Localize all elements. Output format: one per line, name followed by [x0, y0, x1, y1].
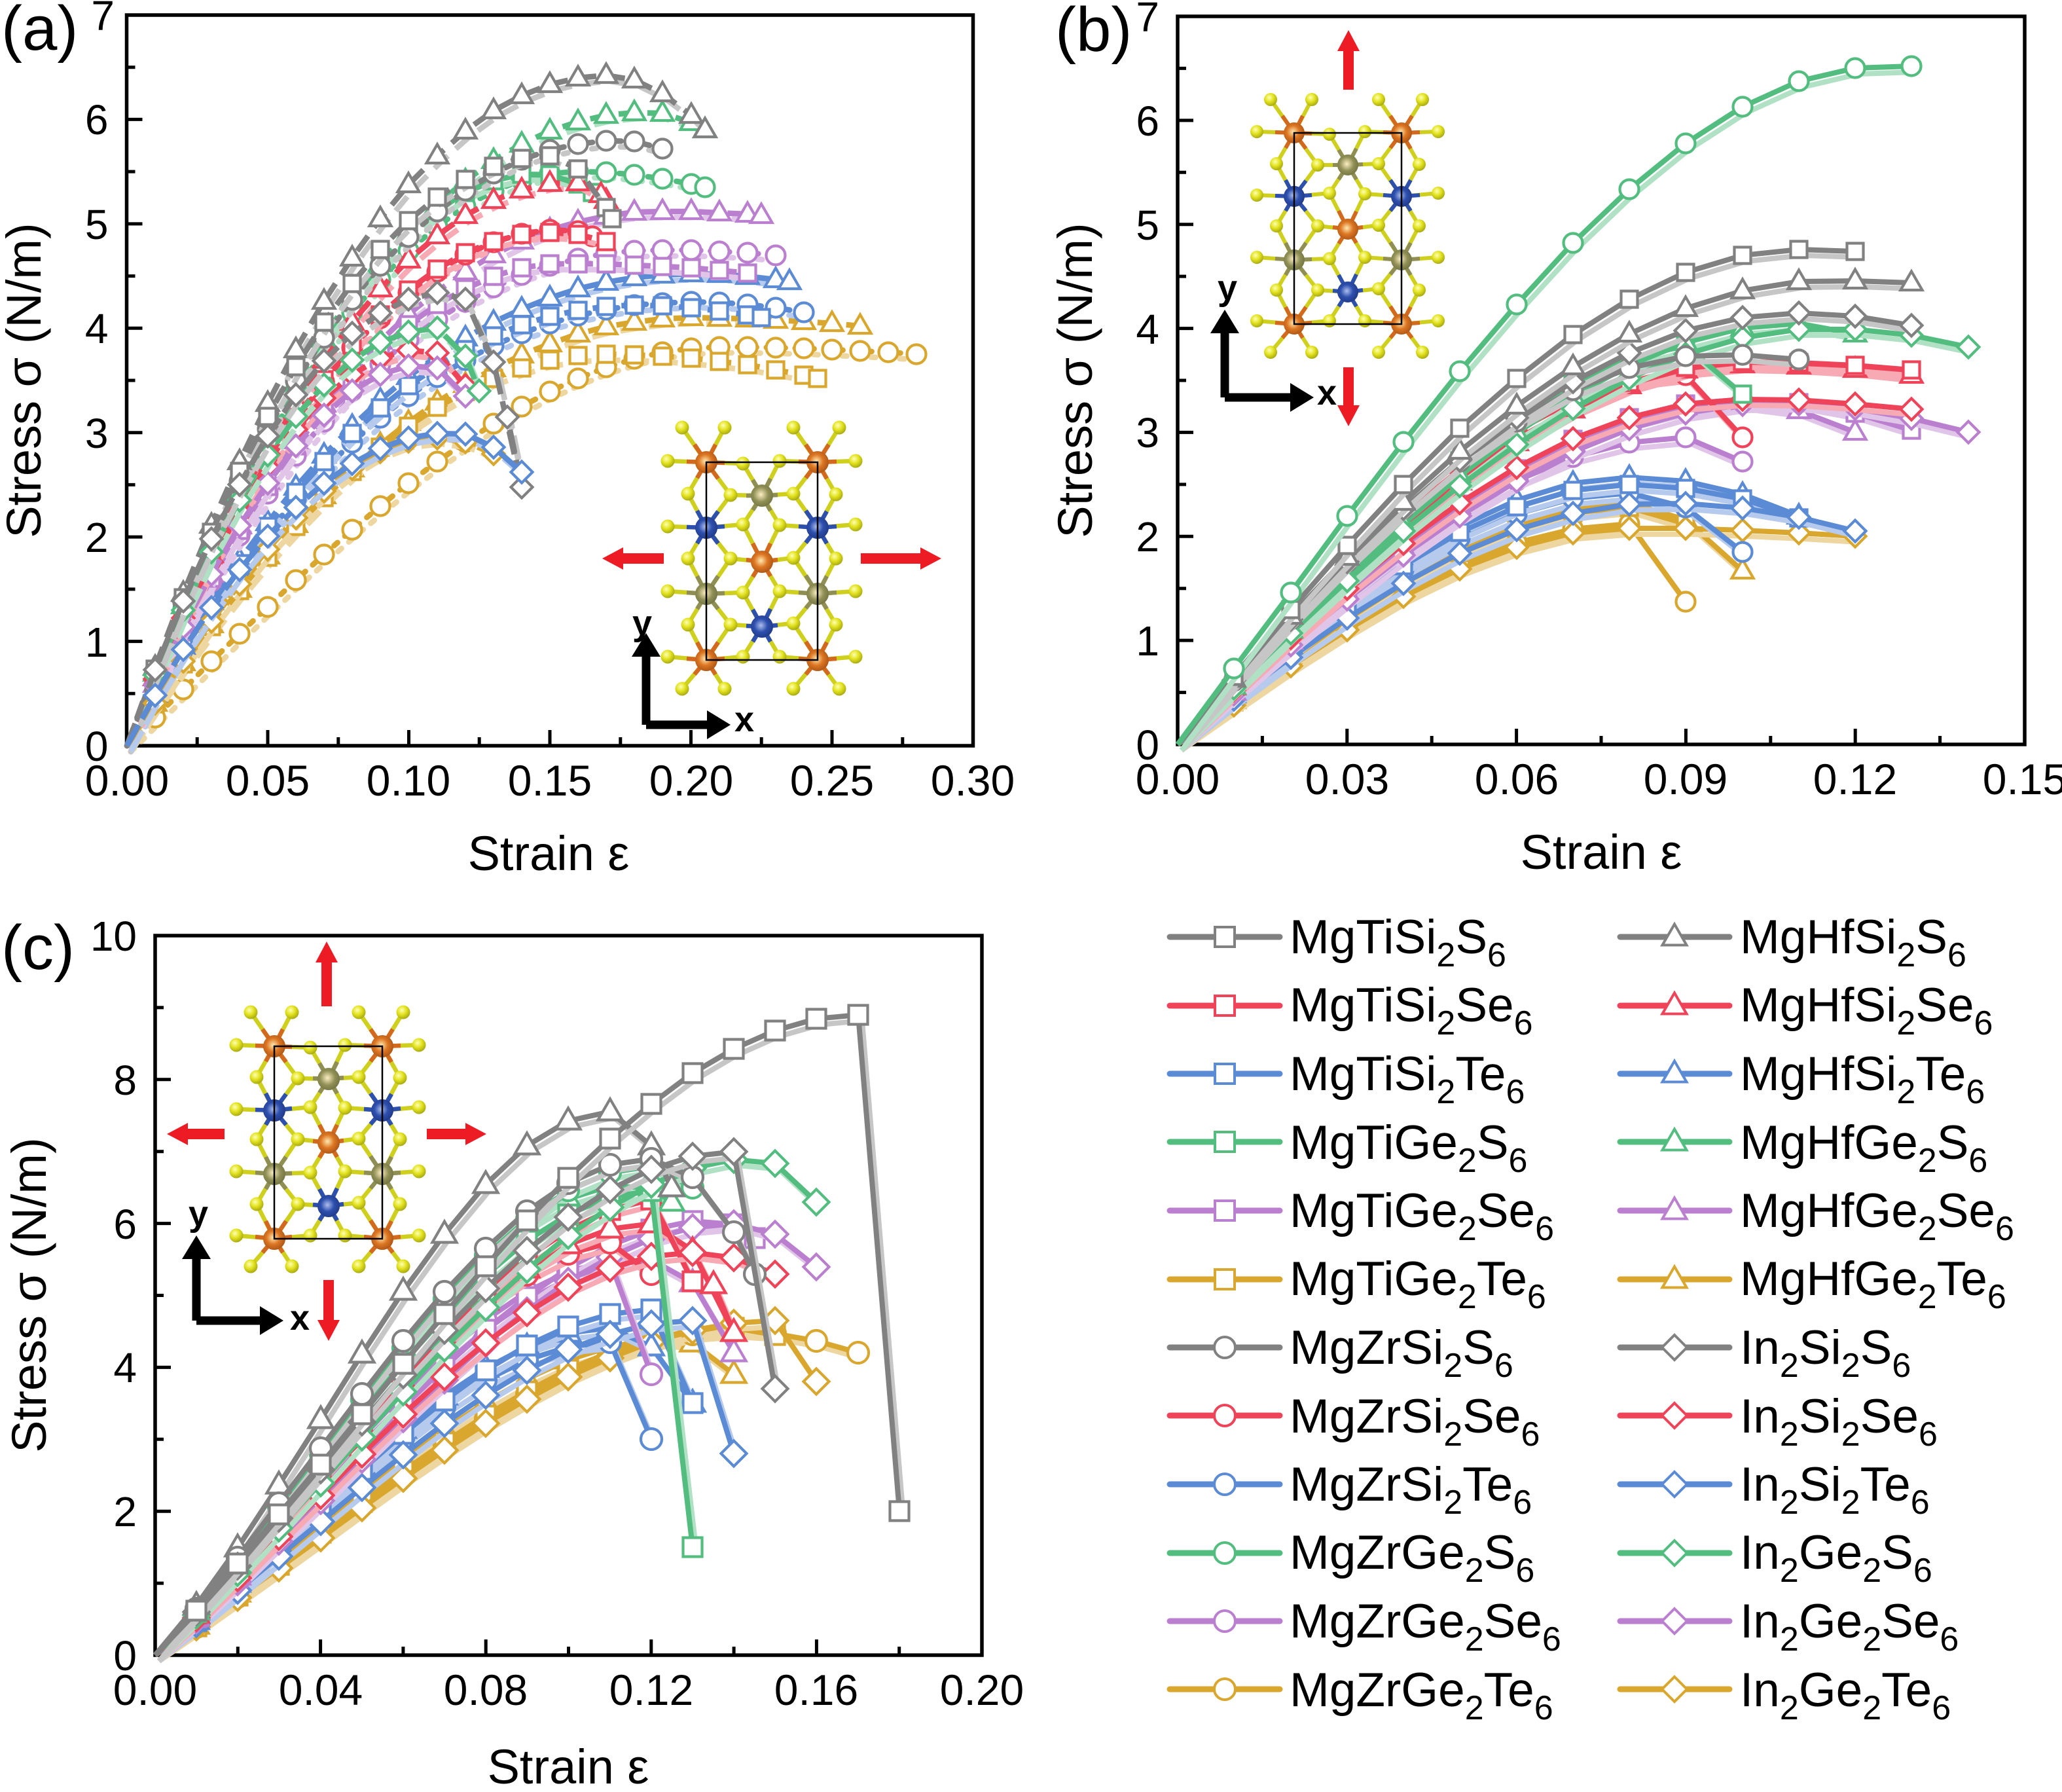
svg-text:(b): (b)	[1055, 0, 1132, 65]
svg-text:0: 0	[85, 723, 109, 770]
svg-text:0.10: 0.10	[367, 756, 450, 805]
svg-text:0.30: 0.30	[931, 756, 1015, 805]
svg-text:1: 1	[1136, 617, 1159, 665]
svg-text:MgZrGe2Se6: MgZrGe2Se6	[1290, 1595, 1561, 1658]
svg-text:MgTiGe2S6: MgTiGe2S6	[1290, 1116, 1527, 1180]
svg-text:MgHfSi2Te6: MgHfSi2Te6	[1740, 1048, 1985, 1111]
svg-text:2: 2	[85, 514, 109, 561]
svg-text:0.12: 0.12	[1813, 755, 1897, 803]
svg-text:5: 5	[85, 201, 109, 248]
svg-text:MgTiSi2Te6: MgTiSi2Te6	[1290, 1048, 1525, 1111]
svg-text:4: 4	[113, 1344, 137, 1391]
svg-text:y: y	[1218, 268, 1237, 308]
svg-text:MgZrSi2Te6: MgZrSi2Te6	[1290, 1458, 1532, 1522]
svg-text:8: 8	[113, 1057, 137, 1104]
svg-text:0: 0	[1136, 722, 1159, 769]
svg-text:4: 4	[85, 305, 109, 352]
svg-text:10: 10	[90, 913, 137, 960]
svg-text:x: x	[290, 1298, 310, 1338]
svg-text:x: x	[1317, 373, 1337, 412]
svg-text:0.00: 0.00	[85, 756, 169, 805]
svg-text:0.00: 0.00	[113, 1666, 197, 1714]
svg-text:3: 3	[85, 410, 109, 457]
svg-text:0.20: 0.20	[649, 756, 733, 805]
svg-text:6: 6	[113, 1201, 137, 1248]
svg-text:Stress σ (N/m): Stress σ (N/m)	[1048, 223, 1102, 538]
svg-text:1: 1	[85, 619, 109, 666]
svg-text:Strain ε: Strain ε	[488, 1740, 649, 1789]
svg-text:0.08: 0.08	[444, 1666, 528, 1714]
svg-text:0.25: 0.25	[790, 756, 874, 805]
svg-text:2: 2	[1136, 513, 1159, 560]
svg-text:MgTiSi2Se6: MgTiSi2Se6	[1290, 979, 1533, 1042]
svg-text:In2Si2S6: In2Si2S6	[1740, 1321, 1911, 1385]
svg-text:5: 5	[1136, 202, 1159, 249]
svg-text:In2Ge2Te6: In2Ge2Te6	[1740, 1664, 1951, 1727]
svg-text:3: 3	[1136, 409, 1159, 456]
svg-text:x: x	[734, 700, 754, 739]
svg-text:y: y	[632, 604, 652, 643]
svg-text:MgZrGe2Te6: MgZrGe2Te6	[1290, 1664, 1553, 1727]
svg-text:MgHfSi2Se6: MgHfSi2Se6	[1740, 979, 1993, 1042]
svg-text:0.00: 0.00	[1136, 755, 1220, 803]
svg-text:MgHfGe2Te6: MgHfGe2Te6	[1740, 1253, 2006, 1316]
svg-text:MgZrSi2S6: MgZrSi2S6	[1290, 1321, 1513, 1385]
svg-text:MgZrGe2S6: MgZrGe2S6	[1290, 1526, 1534, 1590]
svg-text:Stress σ (N/m): Stress σ (N/m)	[2, 1137, 56, 1452]
svg-text:0.05: 0.05	[226, 756, 310, 805]
svg-text:MgTiGe2Se6: MgTiGe2Se6	[1290, 1184, 1554, 1248]
svg-text:MgHfSi2S6: MgHfSi2S6	[1740, 911, 1966, 974]
svg-text:In2Si2Se6: In2Si2Se6	[1740, 1390, 1938, 1454]
svg-text:y: y	[189, 1194, 208, 1234]
svg-text:6: 6	[1136, 98, 1159, 145]
svg-text:0.15: 0.15	[1983, 755, 2062, 803]
svg-text:2: 2	[113, 1488, 137, 1535]
svg-text:Strain ε: Strain ε	[1521, 825, 1682, 879]
svg-text:4: 4	[1136, 306, 1159, 353]
svg-text:In2Si2Te6: In2Si2Te6	[1740, 1458, 1930, 1522]
svg-text:0.15: 0.15	[508, 756, 592, 805]
svg-text:0.12: 0.12	[609, 1666, 693, 1714]
svg-text:MgHfGe2S6: MgHfGe2S6	[1740, 1116, 1987, 1180]
svg-text:Strain ε: Strain ε	[468, 826, 630, 881]
svg-text:In2Ge2S6: In2Ge2S6	[1740, 1526, 1932, 1590]
svg-text:(a): (a)	[1, 0, 78, 64]
svg-text:0.03: 0.03	[1305, 755, 1389, 803]
svg-text:Stress σ (N/m): Stress σ (N/m)	[0, 223, 51, 538]
svg-text:0.09: 0.09	[1644, 755, 1727, 803]
svg-text:MgTiSi2S6: MgTiSi2S6	[1290, 911, 1506, 974]
svg-text:MgZrSi2Se6: MgZrSi2Se6	[1290, 1390, 1540, 1454]
svg-text:MgHfGe2Se6: MgHfGe2Se6	[1740, 1184, 2014, 1248]
svg-text:7: 7	[1136, 0, 1159, 41]
svg-text:0.16: 0.16	[774, 1666, 858, 1714]
svg-text:6: 6	[85, 96, 109, 143]
svg-text:(c): (c)	[1, 913, 75, 983]
svg-text:7: 7	[91, 0, 115, 39]
svg-text:MgTiGe2Te6: MgTiGe2Te6	[1290, 1253, 1546, 1316]
svg-text:0.04: 0.04	[279, 1666, 363, 1714]
svg-text:0.20: 0.20	[940, 1666, 1024, 1714]
svg-text:In2Ge2Se6: In2Ge2Se6	[1740, 1595, 1959, 1658]
svg-text:0: 0	[113, 1632, 137, 1679]
svg-text:0.06: 0.06	[1475, 755, 1559, 803]
